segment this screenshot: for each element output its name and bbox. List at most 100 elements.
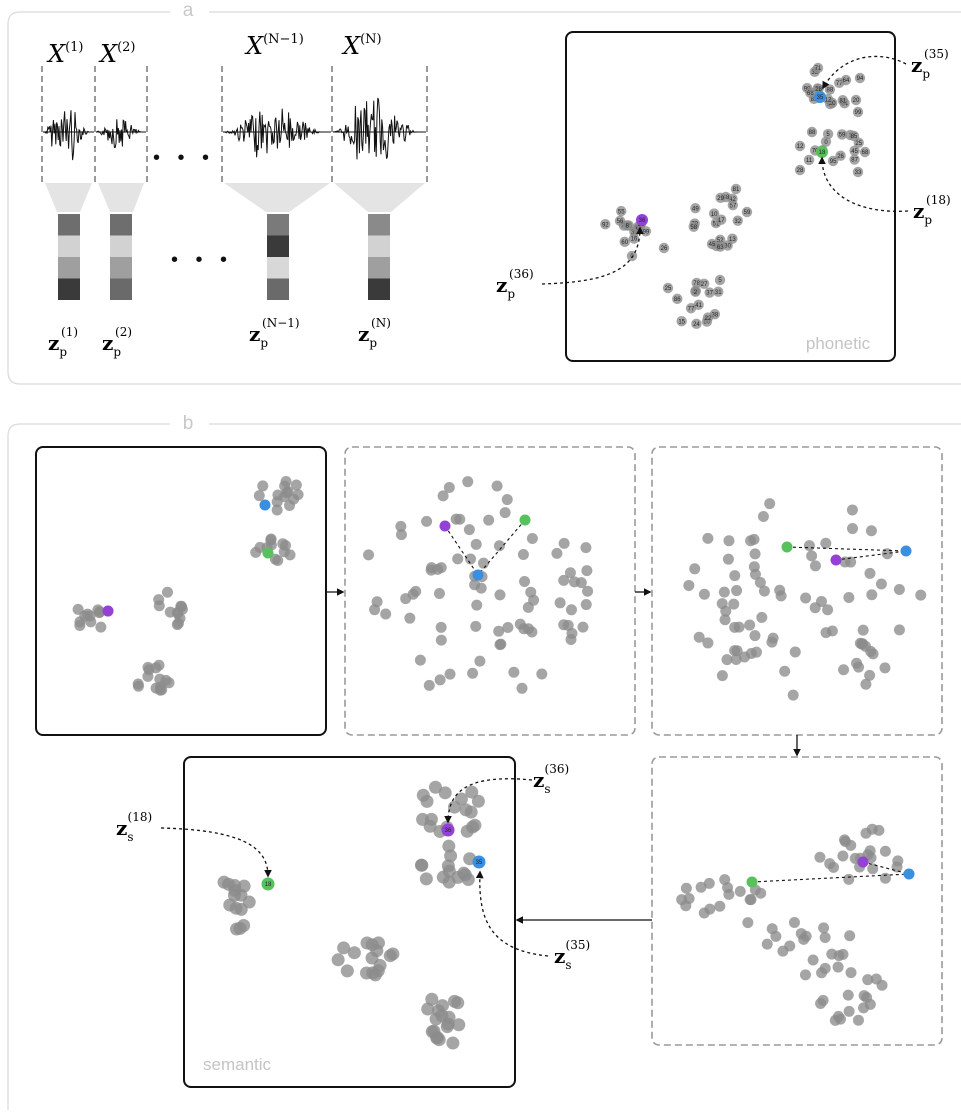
scatter-point [495,638,507,650]
point-id-label: 20 [829,101,836,107]
point-id-label: 68 [862,150,869,156]
scatter-point [536,668,548,680]
callout-zs-35: zs(35) [554,938,590,972]
point-id-label: 81 [839,98,846,104]
scatter-point [800,592,812,604]
point-id-label: 63 [717,245,724,251]
scatter-point [442,839,456,853]
callout-zs-18: zs(18) [116,810,152,844]
scatter-point [526,626,538,638]
scatter-point [95,621,107,633]
scatter-point [683,579,695,591]
scatter-point [292,489,304,501]
scatter-point [730,654,742,666]
point-id-label: 45 [851,149,858,155]
point-id-label: 25 [665,286,672,292]
step-4-points [676,823,915,1026]
scatter-point [879,662,891,674]
scatter-point [519,576,531,588]
scatter-point [702,312,714,323]
scatter-point [715,192,726,204]
scatter-point [526,532,538,544]
scatter-point [691,318,702,330]
scatter-point [852,1014,864,1026]
neighbor-link [444,525,479,576]
scatter-point [713,286,724,297]
scatter-point [915,589,927,601]
scatter-point [702,637,714,649]
ellipsis-top: • • • [153,147,215,169]
scatter-point [443,481,455,493]
scatter-point [404,612,416,624]
scatter-point [423,679,435,691]
step-1-points [72,475,304,696]
semantic-callout-labels: zs(36) zs(18) zs(35) [116,762,590,972]
neighbor-link [786,546,907,552]
point-id-label: 30 [724,244,731,250]
scatter-point [690,286,701,298]
scatter-point [281,487,293,499]
point-id-label: 99 [855,110,862,116]
neighbor-link [477,519,526,576]
scatter-point [558,574,570,586]
scatter-point [749,548,761,560]
scatter-point [164,606,176,618]
scatter-point [860,827,872,839]
embedding-cell [110,257,132,279]
scatter-point [502,621,514,633]
scatter-point [676,894,688,906]
embedding-cell [58,214,80,236]
waveform-3 [223,108,331,158]
point-id-label: 49 [692,206,699,212]
point-id-label: 57 [730,203,737,209]
step-box-4 [651,756,943,1046]
scatter-point [819,962,831,974]
segment-label-n-minus-1: X(N−1) [244,32,304,60]
callout-zp-36: zp(36) [496,267,534,301]
embedding-cell [58,257,80,279]
scatter-point [446,1036,460,1050]
scatter-point [833,1010,845,1022]
scatter-point [277,538,289,550]
scatter-point [847,523,859,535]
scatter-point [475,582,487,594]
scatter-point [257,480,269,492]
scatter-point [440,1020,454,1034]
embedding-cell [267,235,289,257]
scatter-point [437,490,449,502]
scatter-point [425,992,439,1006]
scatter-point [881,548,893,560]
scatter-point [756,611,768,623]
point-id-label: 70 [812,149,819,155]
scatter-point [852,166,864,178]
scatter-point [879,872,891,884]
highlight-point-36 [636,214,648,226]
scatter-point [758,585,770,597]
scatter-point [837,948,849,960]
highlight-point-18 [519,514,531,526]
segment-boundaries [41,66,428,182]
point-id-label: 0 [824,140,828,146]
scatter-point [843,1005,855,1017]
neighbor-link [751,873,910,883]
scatter-point [432,563,444,575]
scatter-point [175,600,187,612]
scatter-point [483,514,495,526]
scatter-point [803,154,815,166]
scatter-point [703,877,715,889]
point-id-label: 88 [827,88,834,94]
scatter-point [470,620,482,632]
scatter-point [462,476,474,488]
semantic-points: 36 35 18 [217,780,486,1050]
scatter-point [360,936,374,950]
scatter-point [284,549,296,561]
highlight-point-35 [259,499,271,511]
scatter-point [806,550,818,562]
scatter-point [280,475,292,487]
point-id-label: 2 [694,290,698,296]
scatter-point [454,513,466,525]
scatter-point [859,146,871,158]
scatter-point [728,598,740,610]
scatter-point [494,589,506,601]
scatter-point [860,678,872,690]
